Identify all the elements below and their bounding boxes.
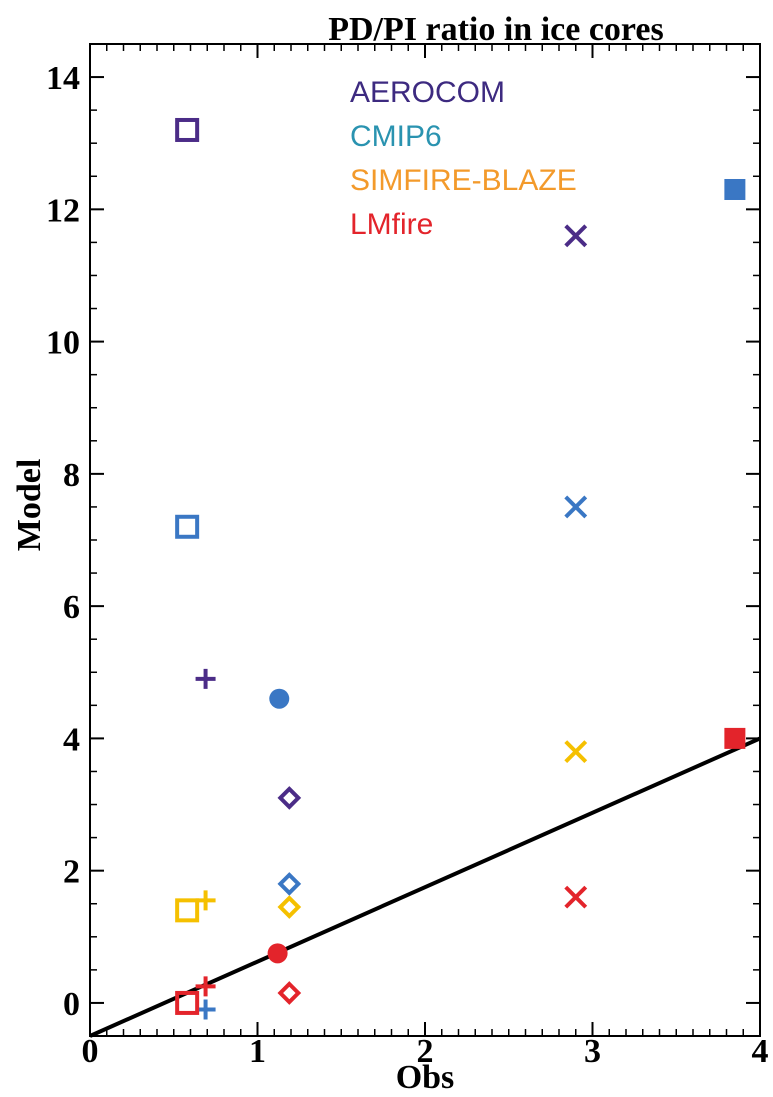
y-tick-label: 10 bbox=[46, 325, 80, 362]
marker-diamond-open bbox=[277, 786, 302, 810]
y-tick-label: 6 bbox=[63, 589, 80, 626]
x-tick-label: 3 bbox=[584, 1033, 601, 1070]
marker-square-filled bbox=[724, 727, 746, 749]
marker-square-open bbox=[175, 898, 200, 923]
x-tick-label: 1 bbox=[249, 1033, 266, 1070]
legend: AEROCOM CMIP6 SIMFIRE-BLAZE LMfire bbox=[350, 76, 577, 241]
x-tick-label: 4 bbox=[752, 1033, 769, 1070]
marker-x bbox=[564, 495, 588, 519]
marker-plus bbox=[195, 668, 216, 689]
y-tick-label: 12 bbox=[46, 192, 80, 229]
marker-square-open bbox=[175, 514, 200, 539]
marker-x bbox=[564, 224, 588, 248]
legend-entry: SIMFIRE-BLAZE bbox=[350, 164, 577, 197]
y-tick-label: 14 bbox=[46, 60, 80, 97]
x-tick-label: 0 bbox=[82, 1033, 99, 1070]
marker-diamond-open bbox=[277, 981, 302, 1005]
marker-x bbox=[564, 740, 588, 764]
marker-diamond-open bbox=[277, 895, 302, 919]
marker-circle-filled bbox=[267, 943, 288, 964]
marker-square-open bbox=[175, 117, 200, 142]
x-tick-label: 2 bbox=[417, 1033, 434, 1070]
y-axis-label: Model bbox=[11, 459, 48, 552]
chart-title: PD/PI ratio in ice cores bbox=[328, 11, 664, 48]
marker-diamond-open bbox=[277, 872, 302, 896]
y-tick-label: 4 bbox=[63, 721, 80, 758]
axis-ticks bbox=[89, 43, 761, 1037]
marker-x bbox=[564, 885, 588, 909]
marker-plus bbox=[195, 890, 216, 911]
y-tick-label: 2 bbox=[63, 854, 80, 891]
legend-entry: LMfire bbox=[350, 208, 433, 241]
legend-entry: CMIP6 bbox=[350, 120, 442, 153]
marker-plus bbox=[195, 976, 216, 997]
data-points bbox=[175, 117, 746, 1020]
marker-circle-filled bbox=[269, 688, 290, 709]
x-axis-label: Obs bbox=[396, 1059, 455, 1096]
y-tick-label: 0 bbox=[63, 986, 80, 1023]
y-tick-label: 8 bbox=[63, 457, 80, 494]
marker-square-open bbox=[175, 990, 200, 1015]
legend-entry: AEROCOM bbox=[350, 76, 505, 109]
marker-square-filled bbox=[724, 178, 746, 200]
